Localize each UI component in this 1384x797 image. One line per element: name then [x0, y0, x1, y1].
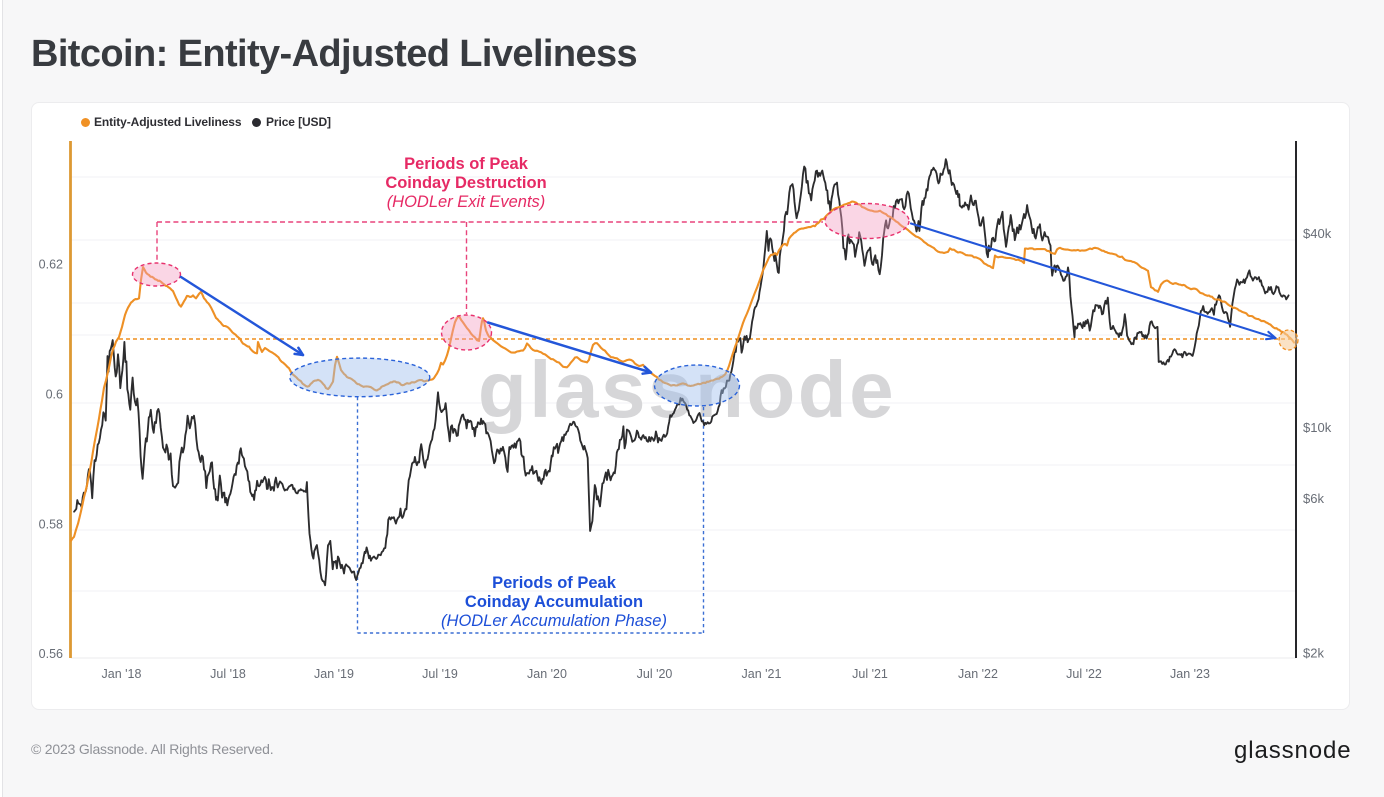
svg-text:$10k: $10k — [1303, 420, 1332, 435]
svg-text:0.58: 0.58 — [39, 518, 63, 532]
svg-text:Jul '20: Jul '20 — [637, 667, 673, 681]
svg-text:$6k: $6k — [1303, 491, 1324, 506]
svg-text:$2k: $2k — [1303, 646, 1324, 661]
svg-text:Jan '19: Jan '19 — [314, 667, 354, 681]
svg-text:Jan '21: Jan '21 — [742, 667, 782, 681]
svg-text:Jul '22: Jul '22 — [1066, 667, 1102, 681]
svg-text:(HODLer Exit Events): (HODLer Exit Events) — [387, 193, 546, 211]
svg-text:Jan '23: Jan '23 — [1170, 667, 1210, 681]
svg-text:0.6: 0.6 — [46, 388, 63, 402]
svg-text:0.56: 0.56 — [39, 647, 63, 661]
svg-text:Jul '21: Jul '21 — [852, 667, 888, 681]
svg-text:Jul '18: Jul '18 — [210, 667, 246, 681]
svg-text:Jul '19: Jul '19 — [422, 667, 458, 681]
svg-text:Coinday Accumulation: Coinday Accumulation — [465, 593, 643, 611]
svg-text:$40k: $40k — [1303, 226, 1332, 241]
svg-text:Jan '18: Jan '18 — [102, 667, 142, 681]
svg-text:Periods of Peak: Periods of Peak — [404, 155, 529, 173]
svg-text:Jan '20: Jan '20 — [527, 667, 567, 681]
svg-text:0.62: 0.62 — [39, 258, 63, 272]
svg-text:glassnode: glassnode — [478, 345, 896, 434]
svg-text:Coinday Destruction: Coinday Destruction — [385, 174, 546, 192]
svg-text:(HODLer Accumulation Phase): (HODLer Accumulation Phase) — [441, 612, 667, 630]
svg-text:Periods of Peak: Periods of Peak — [492, 574, 617, 592]
svg-text:Jan '22: Jan '22 — [958, 667, 998, 681]
